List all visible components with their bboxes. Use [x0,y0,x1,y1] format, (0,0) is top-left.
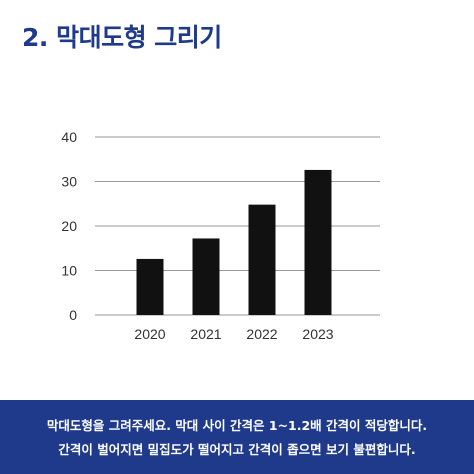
bar-2020 [136,258,164,315]
bar-chart: 0 10 20 30 40 2020 2021 2022 2023 [61,129,380,342]
footer-line-1: 막대도형을 그려주세요. 막대 사이 간격은 1~1.2배 간격이 적당합니다. [46,418,428,433]
y-tick-label: 40 [61,129,77,145]
x-tick-label: 2021 [190,326,221,342]
footer-line-2: 간격이 벌어지면 밀집도가 떨어지고 간격이 좁으면 보기 불편합니다. [58,442,416,457]
bar-2022 [248,204,276,315]
footer-note: 막대도형을 그려주세요. 막대 사이 간격은 1~1.2배 간격이 적당합니다.… [0,400,474,474]
y-axis-ticks: 0 10 20 30 40 [61,129,77,323]
y-tick-label: 10 [61,263,77,279]
x-axis-ticks: 2020 2021 2022 2023 [134,326,333,342]
x-tick-label: 2023 [302,326,333,342]
y-tick-label: 30 [61,174,77,190]
page-title: 2. 막대도형 그리기 [22,23,222,52]
y-tick-label: 20 [61,218,77,234]
x-tick-label: 2022 [246,326,277,342]
bar-2023 [304,169,332,315]
x-tick-label: 2020 [134,326,165,342]
y-tick-label: 0 [69,307,77,323]
bar-2021 [192,238,220,315]
bars [136,169,332,315]
